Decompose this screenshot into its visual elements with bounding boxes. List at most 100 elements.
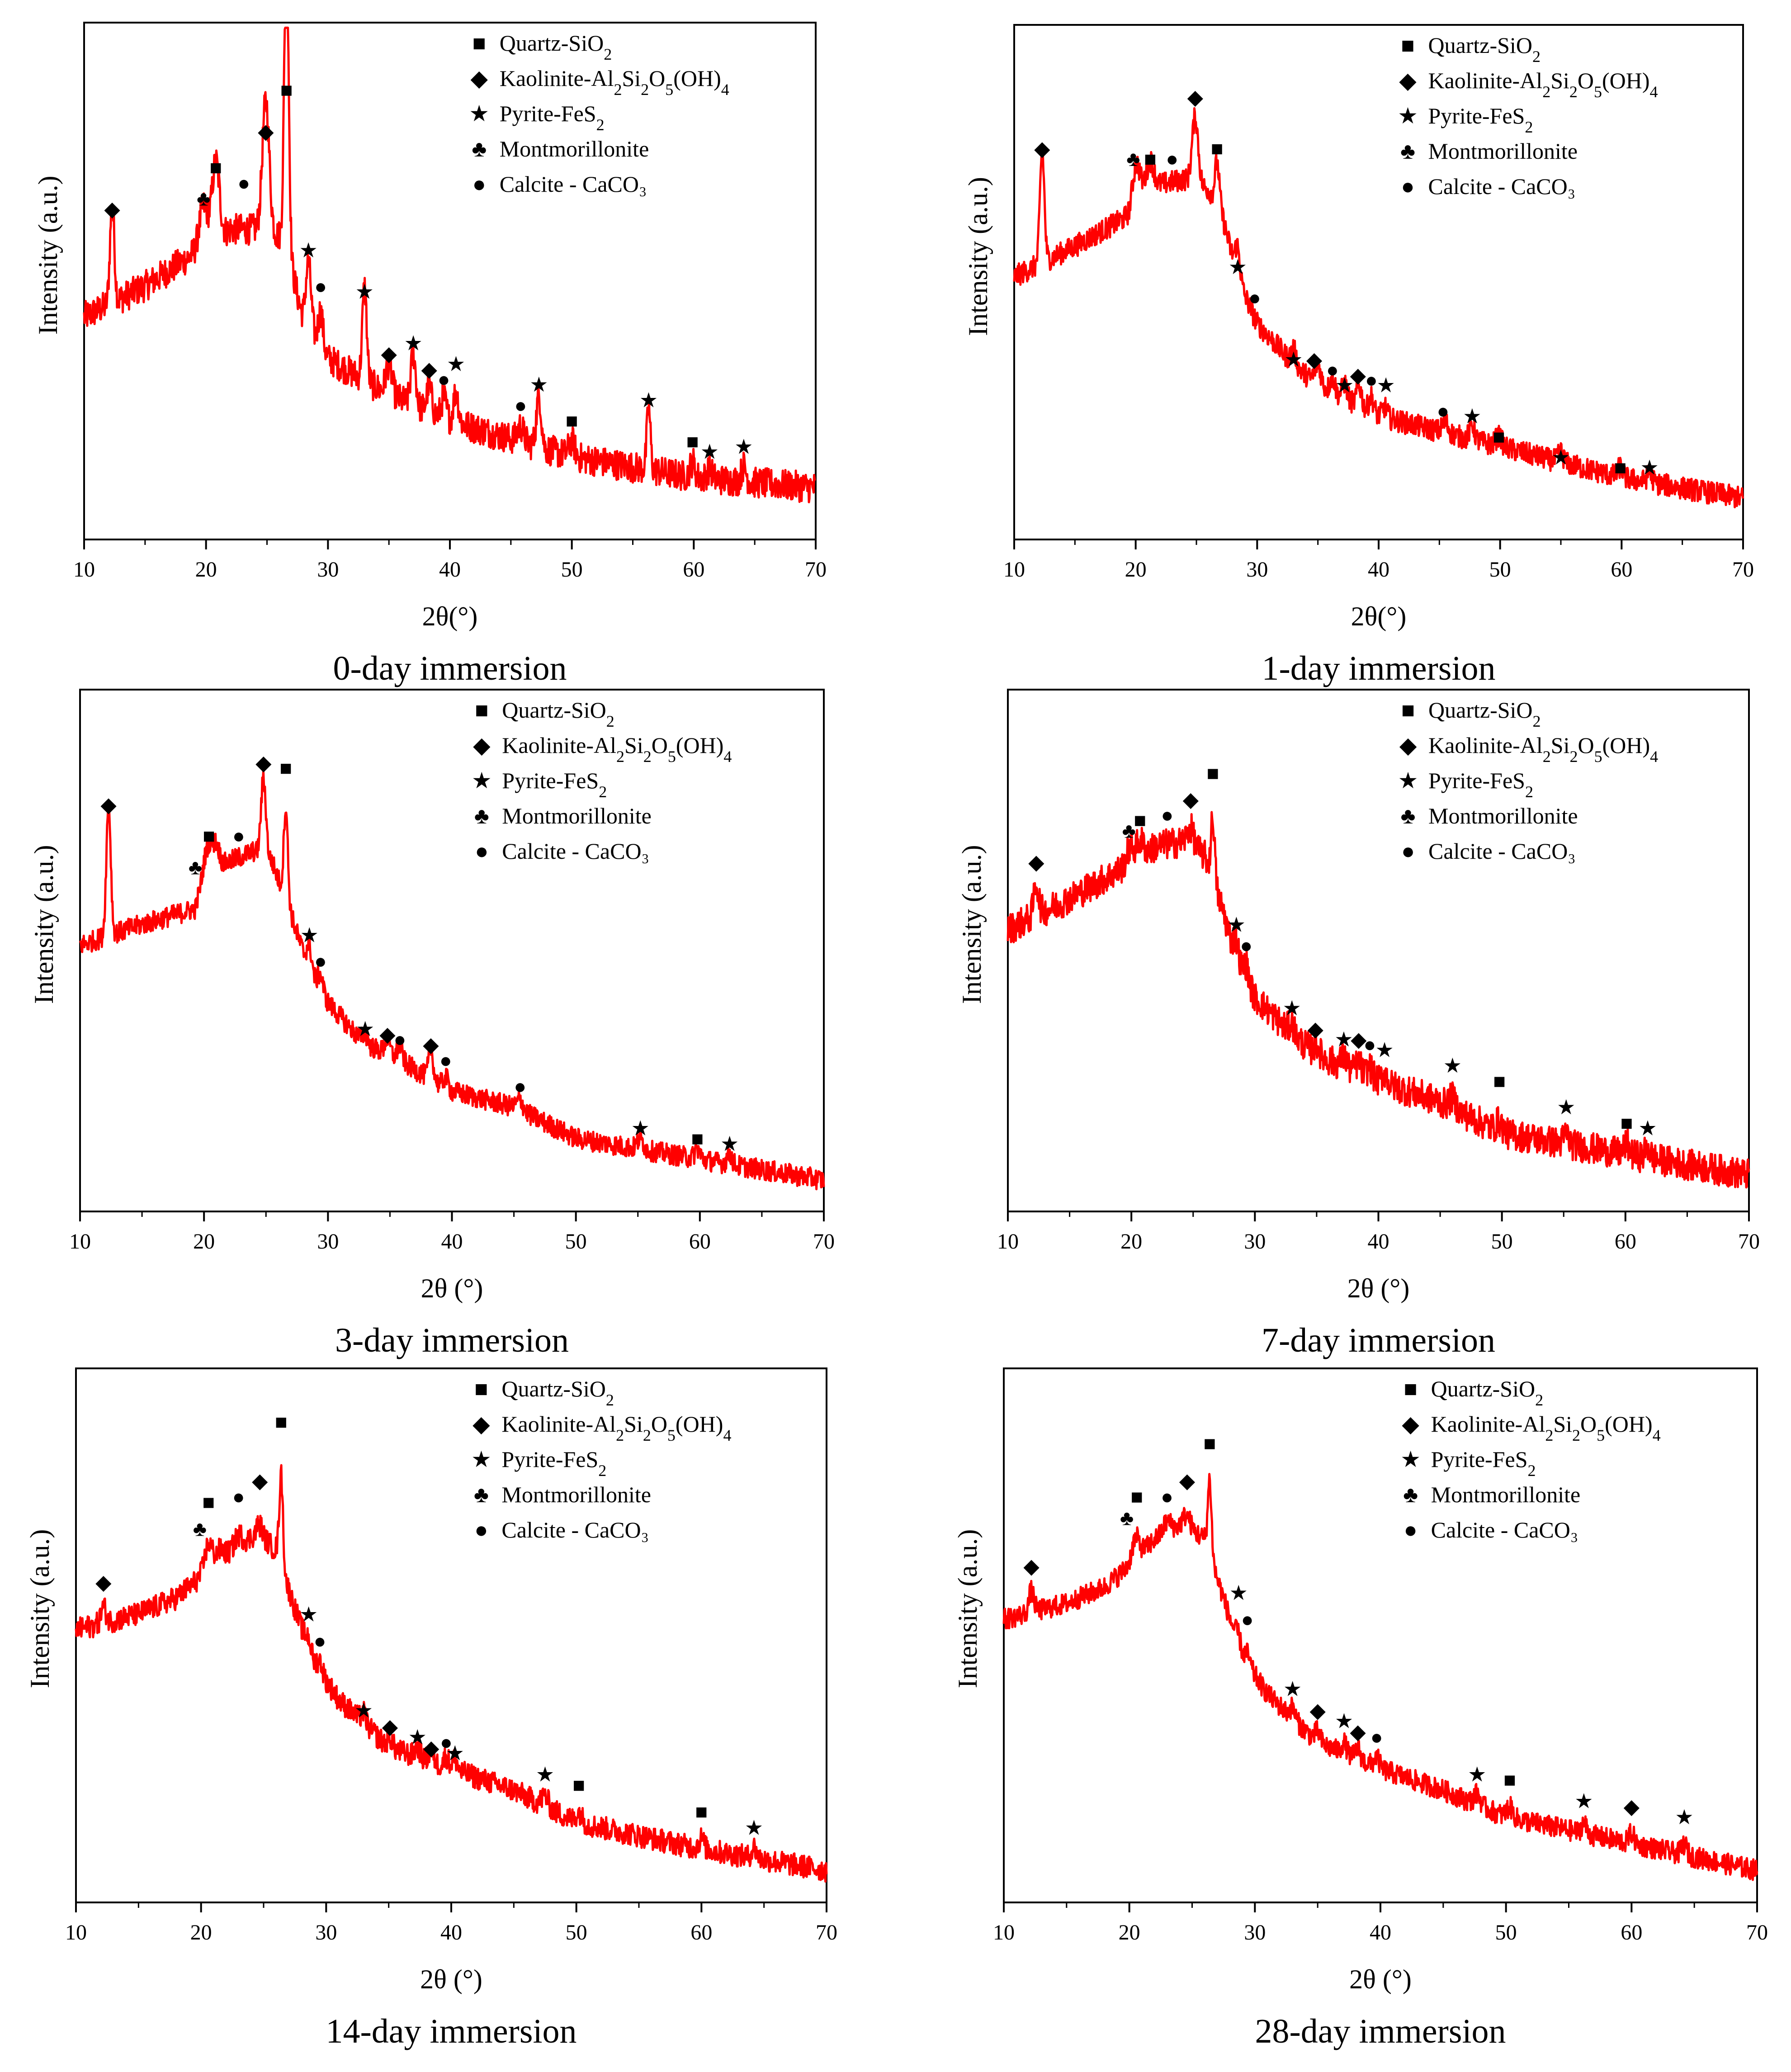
x-tick-label: 60 <box>689 1230 711 1254</box>
legend-subscript: 2 <box>643 1426 651 1444</box>
x-tick-label: 10 <box>993 1921 1015 1944</box>
legend-entry: Quartz-SiO2 <box>502 697 614 730</box>
phase-marker: ● <box>232 1485 245 1508</box>
legend-subscript: 2 <box>1543 747 1551 766</box>
plot-frame <box>1013 24 1744 540</box>
legend-entry: Pyrite-FeS2 <box>1431 1447 1536 1480</box>
phase-marker: ★ <box>536 1763 554 1786</box>
legend-text: Pyrite-FeS <box>1428 768 1525 793</box>
phase-marker: ★ <box>1463 405 1481 428</box>
xrd-curve <box>83 26 817 503</box>
legend-text: O <box>1578 68 1594 93</box>
xrd-curve <box>79 769 825 1191</box>
square-icon: ■ <box>473 30 486 56</box>
phase-marker: ◆ <box>104 197 120 220</box>
legend-text: Pyrite-FeS <box>500 101 596 126</box>
phase-marker: ■ <box>1207 762 1219 785</box>
legend-text: Calcite - CaCO₃ <box>501 1517 649 1542</box>
x-tick-label: 20 <box>1120 1230 1142 1254</box>
phase-marker: ● <box>515 394 527 417</box>
phase-marker: ♣ <box>197 187 210 210</box>
phase-marker: ● <box>237 171 250 194</box>
legend-subscript: 2 <box>1533 712 1541 730</box>
panel-caption: 3-day immersion <box>335 1321 569 1359</box>
x-tick-label: 70 <box>1732 558 1754 582</box>
legend-subscript: 2 <box>641 80 649 99</box>
legend-text: Quartz-SiO <box>502 697 606 723</box>
x-tick-label: 30 <box>1244 1921 1266 1944</box>
y-axis-label: Intensity (a.u.) <box>25 1529 55 1689</box>
star-icon: ★ <box>469 101 489 126</box>
star-icon: ★ <box>1398 103 1418 128</box>
phase-marker: ● <box>1240 934 1252 957</box>
legend-subscript: 2 <box>616 1426 624 1444</box>
legend-entry: Kaolinite-Al2Si2O5(OH)4 <box>1428 733 1658 766</box>
square-icon: ■ <box>1404 1376 1418 1401</box>
xrd-panel: 10 20 30 40 50 60 70 2θ(°) Intensity (a.u.) 0-day… <box>33 22 827 687</box>
club-icon: ♣ <box>1400 138 1415 164</box>
x-tick-label: 30 <box>1246 558 1268 582</box>
legend-text: Quartz-SiO <box>1428 33 1532 58</box>
x-tick-label: 30 <box>1244 1230 1266 1254</box>
phase-marker: ★ <box>1468 1763 1486 1786</box>
legend-subscript: 5 <box>1594 83 1602 101</box>
legend-subscript: 5 <box>1594 747 1602 766</box>
phase-marker: ◆ <box>255 752 272 775</box>
x-tick-label: 20 <box>190 1921 212 1944</box>
phase-marker: ● <box>1437 400 1449 423</box>
phase-marker: ★ <box>1334 1028 1353 1051</box>
plot-frame <box>1003 1367 1758 1903</box>
legend-text: Si <box>1553 1411 1572 1437</box>
xrd-panel: 10 20 30 40 50 60 70 2θ (°) Intensity (a.u.) 7-da… <box>957 689 1760 1359</box>
phase-marker: ♣ <box>193 1517 207 1540</box>
phase-marker: ■ <box>203 824 215 847</box>
diamond-icon: ◆ <box>1399 68 1417 93</box>
phase-marker: ★ <box>354 1699 373 1722</box>
xrd-curve <box>75 1464 828 1883</box>
legend-text: (OH) <box>1605 1411 1653 1437</box>
xrd-panel: 10 20 30 40 50 60 70 2θ (°) Intensity (a.u.) 14-d… <box>25 1367 837 2050</box>
phase-marker: ★ <box>1376 374 1395 397</box>
legend-text: Si <box>624 733 643 758</box>
legend-entry: Montmorillonite <box>1431 1482 1581 1507</box>
legend-text: (OH) <box>1602 68 1650 93</box>
legend-subscript: 4 <box>1650 83 1658 101</box>
diamond-icon: ◆ <box>1402 1411 1419 1437</box>
legend-entry: Montmorillonite <box>1428 138 1578 164</box>
x-tick-label: 10 <box>1003 558 1025 582</box>
phase-marker: ★ <box>408 1726 427 1749</box>
legend-subscript: 2 <box>1572 1426 1580 1444</box>
legend-subscript: 4 <box>723 1426 731 1444</box>
legend-text: Montmorillonite <box>1431 1482 1581 1507</box>
phase-marker: ■ <box>686 430 699 453</box>
square-icon: ■ <box>474 1376 488 1401</box>
x-tick-label: 10 <box>69 1230 91 1254</box>
legend-subscript: 2 <box>1542 83 1550 101</box>
legend-entry: Calcite - CaCO₃ <box>500 171 647 197</box>
star-icon: ★ <box>1398 768 1418 793</box>
phase-marker: ◆ <box>1351 1028 1367 1051</box>
x-axis-label: 2θ(°) <box>1351 601 1407 631</box>
phase-marker: ◆ <box>1028 851 1044 874</box>
phase-marker: ★ <box>1227 913 1246 936</box>
phase-marker: ● <box>1161 804 1173 827</box>
legend-entry: Calcite - CaCO₃ <box>1428 174 1575 199</box>
phase-marker: ♣ <box>1122 819 1136 842</box>
plot-frame <box>1007 689 1750 1212</box>
legend-entry: Calcite - CaCO₃ <box>1431 1517 1578 1542</box>
legend-text: Si <box>624 1411 643 1437</box>
phase-marker: ● <box>1161 1485 1173 1508</box>
phase-marker: ★ <box>1638 1116 1657 1140</box>
phase-marker: ★ <box>1675 1806 1693 1829</box>
phase-marker: ◆ <box>381 342 397 365</box>
diamond-icon: ◆ <box>473 733 491 758</box>
phase-marker: ◆ <box>421 358 437 381</box>
phase-marker: ★ <box>720 1132 739 1155</box>
legend-entry: Kaolinite-Al2Si2O5(OH)4 <box>1428 68 1658 101</box>
legend-text: Calcite - CaCO₃ <box>1431 1517 1578 1542</box>
phase-marker: ■ <box>202 1490 215 1514</box>
phase-marker: ● <box>1365 369 1378 392</box>
phase-marker: ◆ <box>1306 348 1323 371</box>
phase-marker: ◆ <box>1187 85 1204 109</box>
phase-marker: ■ <box>572 1774 585 1797</box>
